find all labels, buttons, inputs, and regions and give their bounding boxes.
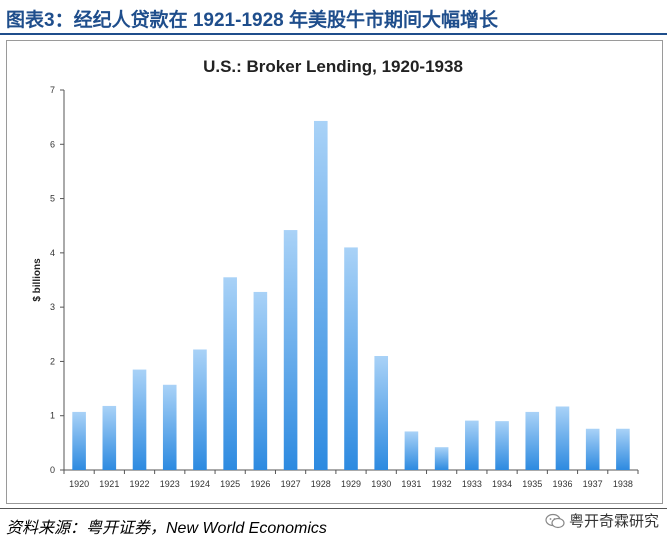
x-tick-label-1923: 1923 <box>160 479 180 489</box>
y-tick-label: 1 <box>50 411 55 421</box>
x-tick-label-1932: 1932 <box>432 479 452 489</box>
bar-1920 <box>72 411 86 470</box>
bars <box>72 120 630 470</box>
figure-caption-text: 图表3：经纪人贷款在 1921-1928 年美股牛市期间大幅增长 <box>6 9 498 31</box>
bar-1932 <box>434 447 449 470</box>
watermark-text: 粤开奇霖研究 <box>568 512 659 530</box>
x-tick-label-1929: 1929 <box>341 479 361 489</box>
y-tick-label: 4 <box>50 248 55 258</box>
x-tick-label-1924: 1924 <box>190 479 210 489</box>
y-tick-label: 5 <box>50 194 55 204</box>
x-tick-label-1925: 1925 <box>220 479 240 489</box>
x-tick-label-1938: 1938 <box>613 479 633 489</box>
x-tick-label-1933: 1933 <box>462 479 482 489</box>
x-ticks: 1920 1921 1922 1923 1924 1925 1926 1927 1928 1929… <box>63 470 639 489</box>
bar-1936 <box>555 406 570 470</box>
y-tick-label: 6 <box>50 139 55 149</box>
y-tick-label: 0 <box>50 465 55 475</box>
x-tick-label-1931: 1931 <box>401 479 421 489</box>
bar-1930 <box>374 356 389 470</box>
bar-1925 <box>223 277 237 470</box>
x-tick-label-1926: 1926 <box>250 479 270 489</box>
bar-1931 <box>404 431 419 470</box>
y-tick-label: 2 <box>50 356 55 366</box>
x-tick-label-1920: 1920 <box>69 479 89 489</box>
bar-1921 <box>102 405 117 470</box>
chart-title: U.S.: Broker Lending, 1920-1938 <box>203 57 463 76</box>
bar-1922 <box>132 369 147 470</box>
bar-1928 <box>313 120 328 470</box>
bar-1934 <box>495 421 509 470</box>
x-tick-label-1927: 1927 <box>281 479 301 489</box>
bar-1926 <box>253 291 268 470</box>
y-axis-label: $ billions <box>32 258 43 302</box>
wechat-icon <box>545 513 565 528</box>
x-tick-label-1937: 1937 <box>583 479 603 489</box>
source-note: 资料来源：粤开证券，New World Economics <box>6 520 327 537</box>
y-ticks: 0 1 2 3 4 5 6 7 <box>50 85 64 475</box>
x-tick-label-1928: 1928 <box>311 479 331 489</box>
x-tick-label-1935: 1935 <box>522 479 542 489</box>
x-tick-label-1922: 1922 <box>130 479 150 489</box>
x-tick-label-1934: 1934 <box>492 479 512 489</box>
y-tick-label: 3 <box>50 302 55 312</box>
x-tick-label-1930: 1930 <box>371 479 391 489</box>
x-tick-label-1921: 1921 <box>99 479 119 489</box>
y-tick-label: 7 <box>50 85 55 95</box>
figure-caption: 图表3：经纪人贷款在 1921-1928 年美股牛市期间大幅增长 <box>0 0 667 36</box>
source-rule <box>0 508 667 509</box>
x-tick-label-1936: 1936 <box>552 479 572 489</box>
chart-frame <box>6 40 663 504</box>
bar-1927 <box>283 230 298 470</box>
bar-1923 <box>162 384 177 470</box>
bar-1935 <box>525 411 540 470</box>
bar-1929 <box>344 247 358 470</box>
bar-1937 <box>585 428 600 470</box>
watermark: 粤开奇霖研究 <box>545 510 659 531</box>
caption-rule <box>0 33 667 35</box>
bar-1933 <box>465 420 479 470</box>
bar-1924 <box>193 349 207 470</box>
bar-1938 <box>616 428 630 470</box>
